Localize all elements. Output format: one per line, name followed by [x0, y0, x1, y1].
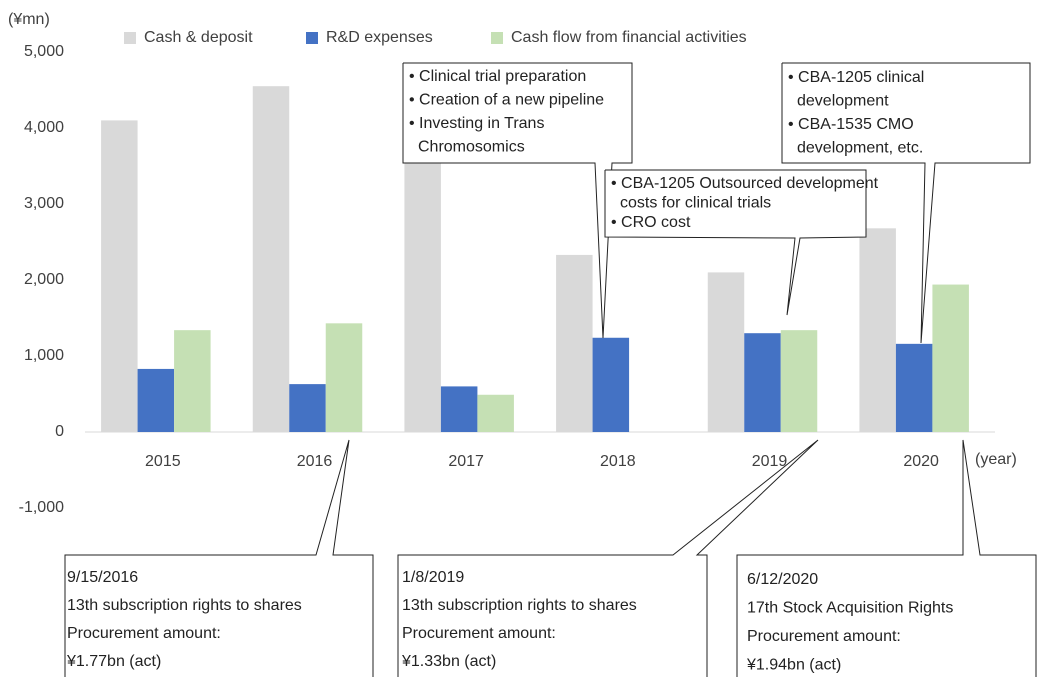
x-tick-label: 2020: [903, 453, 939, 470]
y-axis-label: (¥mn): [8, 11, 50, 28]
bar: [707, 272, 745, 432]
callout-text: ¥1.94bn (act): [746, 657, 841, 674]
callout-text: • CRO cost: [611, 214, 691, 231]
callout-box: [402, 62, 633, 339]
callout-text: development, etc.: [797, 140, 923, 157]
bar: [477, 394, 514, 432]
x-tick-label: 2019: [752, 453, 788, 470]
callout-text: • CBA-1205 Outsourced development: [611, 175, 879, 192]
x-tick-label: 2016: [297, 453, 333, 470]
bar: [932, 284, 969, 432]
bar: [780, 330, 818, 432]
callout-text: development: [797, 93, 889, 110]
callout-text: • Investing in Trans: [409, 115, 544, 132]
bar: [325, 323, 363, 432]
callout-text: Procurement amount:: [747, 628, 901, 645]
legend-label: Cash flow from financial activities: [511, 29, 747, 46]
callout-text: 13th subscription rights to shares: [402, 597, 637, 614]
bar: [895, 343, 933, 432]
bar: [556, 254, 593, 432]
callout-text: 6/12/2020: [747, 571, 818, 588]
y-tick-label: -1,000: [19, 499, 64, 516]
callout-text: • CBA-1205 clinical: [788, 69, 924, 86]
callout-text: Procurement amount:: [67, 625, 221, 642]
callout-text: ¥1.33bn (act): [401, 653, 496, 670]
callout-text: • Creation of a new pipeline: [409, 92, 604, 109]
x-tick-label: 2018: [600, 453, 636, 470]
y-tick-label: 5,000: [24, 43, 64, 60]
callout-text: 9/15/2016: [67, 569, 138, 586]
callout-text: • CBA-1535 CMO: [788, 116, 914, 133]
callout-text: 13th subscription rights to shares: [67, 597, 302, 614]
bar: [859, 228, 896, 432]
callout-text: 17th Stock Acquisition Rights: [747, 600, 953, 617]
y-tick-label: 4,000: [24, 119, 64, 136]
legend-label: Cash & deposit: [144, 29, 253, 46]
callout-text: Procurement amount:: [402, 625, 556, 642]
bar: [252, 86, 290, 432]
x-tick-label: 2017: [448, 453, 484, 470]
bar: [174, 330, 211, 432]
x-axis-label: (year): [975, 451, 1017, 468]
callout-text: costs for clinical trials: [620, 195, 771, 212]
legend-swatch: [491, 32, 503, 44]
bar: [101, 120, 138, 433]
callout-box: [604, 169, 867, 316]
callout-text: 1/8/2019: [402, 569, 464, 586]
bar: [137, 368, 175, 432]
bar: [744, 333, 781, 432]
callout-text: Chromosomics: [418, 139, 525, 156]
y-tick-label: 2,000: [24, 271, 64, 288]
callout-box: [736, 439, 1037, 677]
bar: [440, 386, 478, 432]
x-tick-label: 2015: [145, 453, 181, 470]
legend-label: R&D expenses: [326, 29, 433, 46]
callout-text: ¥1.77bn (act): [66, 653, 161, 670]
bar: [404, 128, 441, 432]
y-tick-label: 0: [55, 423, 64, 440]
y-tick-label: 1,000: [24, 347, 64, 364]
legend-swatch: [124, 32, 136, 44]
callout-text: • Clinical trial preparation: [409, 68, 586, 85]
bar: [289, 384, 326, 432]
callout-box: [397, 439, 819, 677]
legend-swatch: [306, 32, 318, 44]
callout-box: [64, 439, 374, 677]
y-tick-label: 3,000: [24, 195, 64, 212]
bar: [592, 337, 630, 432]
callout-box: [781, 62, 1031, 344]
